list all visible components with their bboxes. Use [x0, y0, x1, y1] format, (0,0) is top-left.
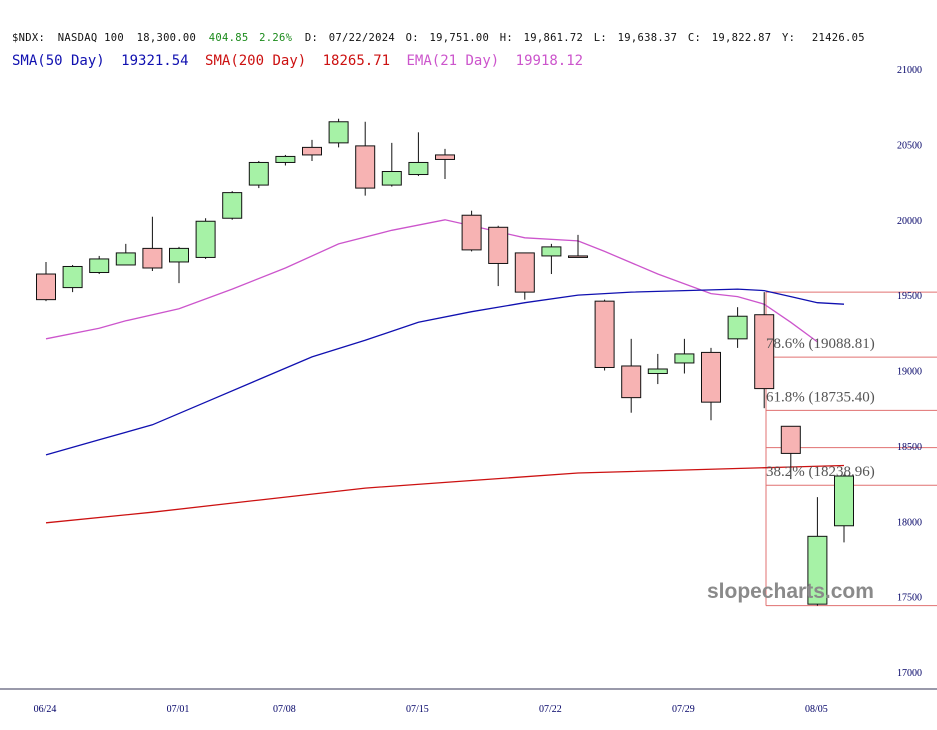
- x-axis: 06/24 07/01 07/08 07/15 07/22 07/29 08/05: [34, 704, 828, 715]
- x-tick-label: 07/01: [167, 704, 190, 715]
- header-quote: $NDX: NASDAQ 100 18,300.00 404.85 2.26% …: [12, 32, 865, 44]
- header-last: 18,300.00: [137, 32, 197, 44]
- header-name: NASDAQ 100: [58, 32, 124, 44]
- header-low: 19,638.37: [618, 32, 678, 44]
- fib-level-label: 38.2% (18238.96): [766, 464, 875, 480]
- watermark: slopecharts.com: [707, 580, 874, 603]
- y-tick-label: 18500: [897, 442, 922, 453]
- x-tick-label: 07/15: [406, 704, 429, 715]
- header-y-label: Y:: [782, 32, 795, 44]
- header-low-label: L:: [594, 32, 607, 44]
- candle-up: [408, 161, 429, 176]
- y-tick-label: 19500: [897, 291, 922, 302]
- candle-up: [275, 155, 296, 163]
- y-tick-label: 19000: [897, 367, 922, 378]
- candle-down: [461, 214, 482, 251]
- legend-sma50-label: SMA(50 Day): [12, 53, 105, 69]
- legend-sma200-value: 18265.71: [323, 53, 390, 69]
- x-tick-label: 07/29: [672, 704, 695, 715]
- x-tick-label: 08/05: [805, 704, 828, 715]
- legend-ema21-value: 19918.12: [516, 53, 583, 69]
- candle-down: [780, 425, 801, 454]
- candle-down: [514, 252, 535, 293]
- candle-up: [834, 475, 854, 527]
- y-axis: 17000 17500 18000 18500 19000 19500 20000 20500…: [897, 65, 922, 679]
- candle-down: [754, 314, 775, 390]
- header-change-pct: 2.26%: [259, 32, 292, 44]
- candle-up: [195, 220, 216, 258]
- x-tick-label: 06/24: [34, 704, 57, 715]
- legend-sma200-label: SMA(200 Day): [205, 53, 306, 69]
- header-date-label: D:: [305, 32, 318, 44]
- candle-up: [222, 192, 243, 219]
- header-open: 19,751.00: [429, 32, 489, 44]
- header-close-label: C:: [688, 32, 701, 44]
- moving-average-lines: [45, 219, 845, 524]
- candle-down: [488, 226, 509, 264]
- x-tick-label: 07/08: [273, 704, 296, 715]
- candlesticks: [36, 118, 854, 606]
- candle-up: [727, 315, 748, 340]
- candle-up: [328, 121, 349, 144]
- header-open-label: O:: [406, 32, 419, 44]
- legend-ema21-label: EMA(21 Day): [407, 53, 500, 69]
- legend-sma50-value: 19321.54: [121, 53, 188, 69]
- candle-down: [435, 154, 455, 160]
- header-change: 404.85: [209, 32, 249, 44]
- header-y: 21426.05: [812, 32, 865, 44]
- candle-down: [36, 273, 56, 301]
- y-tick-label: 18000: [897, 517, 922, 528]
- candle-up: [169, 247, 189, 263]
- header-close: 19,822.87: [712, 32, 772, 44]
- candle-up: [115, 252, 136, 266]
- candle-down: [621, 365, 642, 399]
- ma-line: [45, 219, 818, 343]
- candle-down: [701, 351, 721, 403]
- candle-up: [807, 535, 828, 605]
- header-date: 07/22/2024: [329, 32, 395, 44]
- header-high: 19,861.72: [524, 32, 584, 44]
- candle-down: [594, 300, 615, 368]
- y-tick-label: 20000: [897, 216, 922, 227]
- ma-line: [45, 464, 845, 524]
- ma-line: [45, 288, 845, 456]
- candle-up: [248, 161, 269, 186]
- candle-up: [89, 258, 110, 274]
- candle-up: [381, 171, 402, 186]
- header-high-label: H:: [500, 32, 513, 44]
- candle-down: [355, 145, 376, 189]
- y-tick-label: 17500: [897, 593, 922, 604]
- indicator-legend: SMA(50 Day) 19321.54 SMA(200 Day) 18265.…: [12, 53, 583, 69]
- candle-down: [302, 146, 322, 156]
- y-tick-label: 20500: [897, 140, 922, 151]
- candle-up: [541, 246, 562, 257]
- fibonacci-labels: 78.6% (19088.81) 61.8% (18735.40) 38.2% (1…: [766, 336, 875, 480]
- x-tick-label: 07/22: [539, 704, 562, 715]
- fib-level-label: 61.8% (18735.40): [766, 389, 875, 405]
- header-symbol: $NDX:: [12, 32, 45, 44]
- candle-up: [674, 353, 695, 364]
- candle-down: [142, 247, 163, 269]
- y-tick-label: 21000: [897, 65, 922, 76]
- candle-up: [62, 265, 83, 289]
- fib-level-label: 78.6% (19088.81): [766, 336, 875, 352]
- y-tick-label: 17000: [897, 668, 922, 679]
- candle-up: [647, 368, 668, 375]
- candle-down: [568, 255, 588, 258]
